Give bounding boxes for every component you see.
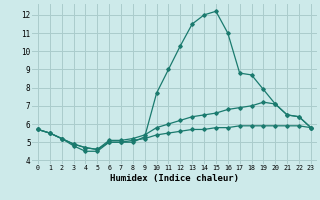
X-axis label: Humidex (Indice chaleur): Humidex (Indice chaleur) xyxy=(110,174,239,183)
